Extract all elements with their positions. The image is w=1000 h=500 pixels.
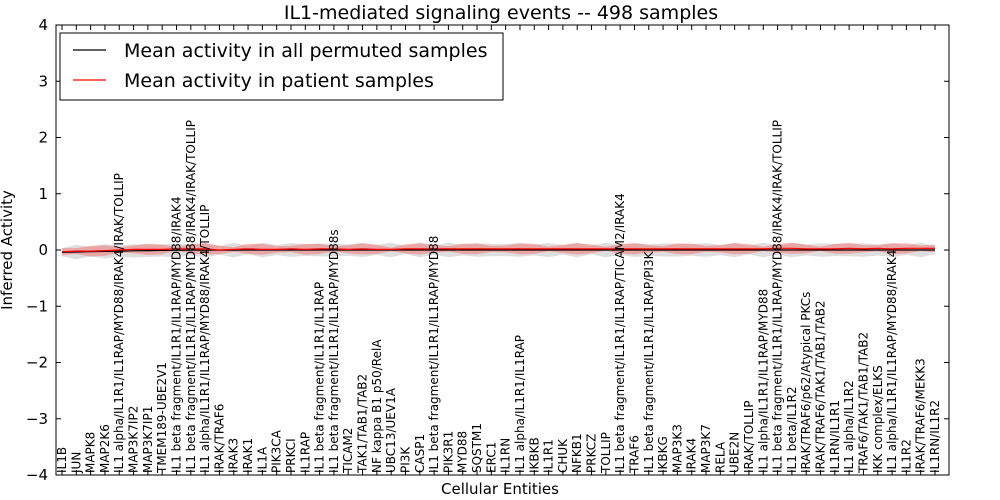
- x-tick-label: IL1 alpha/IL1R1/IL1RAP/MYD88: [756, 289, 770, 473]
- x-tick-label: IKK complex/ELKS: [871, 365, 885, 473]
- x-tick-label: IRAK3: [227, 438, 241, 473]
- x-tick-label: IL1B: [55, 447, 69, 473]
- x-tick-label: IL1RAP: [298, 432, 312, 473]
- y-tick-label: −3: [26, 410, 48, 428]
- y-tick-label: 3: [38, 72, 48, 90]
- y-axis-label: Inferred Activity: [0, 190, 16, 310]
- x-tick-label: IL1 beta fragment/IL1R1/IL1RAP/MYD88/IRA…: [184, 120, 198, 473]
- x-tick-label: CASP1: [413, 434, 427, 473]
- x-tick-label: IRAK/TRAF6/MEKK3: [914, 358, 928, 473]
- x-tick-label: IL1RN: [499, 438, 513, 473]
- x-tick-label: PIK3R1: [441, 431, 455, 473]
- x-tick-label: IL1 beta fragment/IL1R1/IL1RAP: [313, 282, 327, 473]
- x-tick-label: IRAK4: [685, 438, 699, 473]
- x-tick-label: TAK1/TAB1/TAB2: [356, 374, 370, 474]
- x-tick-label: MAP3K7IP1: [141, 406, 155, 473]
- x-tick-label: PRKCZ: [585, 434, 599, 473]
- x-tick-label: MAP3K3: [670, 424, 684, 473]
- x-tick-label: IL1 beta fragment/IL1R1/IL1RAP/MYD88/IRA…: [771, 120, 785, 473]
- x-tick-label: IL1 alpha/IL1R1/IL1RAP/MYD88/IRAK4/IRAK/…: [112, 173, 126, 473]
- permuted-band: [62, 242, 935, 260]
- x-tick-label: MAP3K7IP2: [127, 406, 141, 473]
- x-tick-label: TICAM2: [341, 428, 355, 474]
- x-tick-label: IL1A: [255, 446, 269, 473]
- x-tick-label: MAPK8: [84, 432, 98, 473]
- x-axis-label: Cellular Entities: [441, 480, 559, 498]
- x-tick-label: PI3K: [398, 446, 412, 473]
- x-tick-label: IL1RN/IL1R1: [828, 400, 842, 473]
- x-tick-label: IRAK/TRAF6: [212, 404, 226, 473]
- legend-box: [59, 32, 504, 101]
- series-group: [61, 247, 935, 253]
- x-tick-label: CHUK: [556, 438, 570, 473]
- x-tick-label: IL1RN/IL1R2: [928, 400, 942, 473]
- x-tick-label: PIK3CA: [270, 429, 284, 473]
- x-tick-label: SQSTM1: [470, 423, 484, 473]
- x-tick-label: IL1 beta fragment/IL1R1/IL1RAP/TICAM2/IR…: [613, 193, 627, 473]
- x-tick-label: RELA: [713, 441, 727, 473]
- y-tick-label: −2: [26, 354, 48, 372]
- x-tick-label: ERC1: [484, 442, 498, 473]
- x-tick-label: NFKB1: [570, 433, 584, 473]
- legend-label-permuted: Mean activity in all permuted samples: [124, 40, 487, 62]
- chart-title: IL1-mediated signaling events -- 498 sam…: [284, 2, 718, 24]
- x-tick-label: JUN: [69, 452, 83, 474]
- x-tick-label: NF kappa B1 p50/RelA: [370, 339, 384, 473]
- series-line-permuted: [61, 249, 935, 253]
- x-tick-label: IRAK/TRAF6/TAK1/TAB1/TAB2: [814, 300, 828, 473]
- x-tick-label: IL1 alpha/IL1R1/IL1RAP: [513, 335, 527, 473]
- x-tick-label: IL1 beta fragment/IL1R1/IL1RAP/MYD88/IRA…: [169, 196, 183, 473]
- y-tick-label: 0: [38, 241, 48, 259]
- legend: Mean activity in all permuted samples Me…: [59, 32, 504, 101]
- series-line-patient: [61, 247, 935, 253]
- y-tick-label: 1: [38, 185, 48, 203]
- x-tick-label: IL1 beta fragment/IL1R1/IL1RAP/PI3K: [642, 250, 656, 473]
- y-tick-label: 4: [38, 16, 48, 34]
- legend-label-patient: Mean activity in patient samples: [124, 70, 434, 92]
- x-tick-labels-group: IL1B JUN MAPK8 MAP2K6 IL1 alpha/IL1R1/IL1RAP…: [55, 120, 942, 474]
- x-tick-label: IRAK1: [241, 438, 255, 473]
- x-tick-label: TRAF6: [627, 435, 641, 474]
- ticks-group: −4 −3 −2 −1 0 1 2 3 4: [26, 16, 949, 484]
- x-tick-label: IKBKG: [656, 436, 670, 473]
- x-tick-label: IKBKB: [527, 437, 541, 473]
- x-tick-label: MAP2K6: [98, 424, 112, 473]
- x-tick-label: PRKCI: [284, 438, 298, 473]
- y-tick-label: −1: [26, 297, 48, 315]
- x-tick-label: IL1 alpha/IL1R1/IL1RAP/MYD88/IRAK4: [885, 250, 899, 473]
- x-tick-label: IL1R2: [899, 439, 913, 473]
- x-tick-label: TRAF6/TAK1/TAB1/TAB2: [856, 332, 870, 474]
- y-tick-label: −4: [26, 466, 48, 484]
- x-tick-label: TMEM189-UBE2V1: [155, 362, 169, 474]
- x-tick-label: IL1 beta fragment/IL1R1/IL1RAP/MYD88: [427, 236, 441, 473]
- y-tick-label: 2: [38, 129, 48, 147]
- x-tick-label: MAP3K7: [699, 424, 713, 473]
- x-tick-label: IRAK/TOLLIP: [742, 401, 756, 473]
- x-tick-label: TOLLIP: [599, 432, 613, 474]
- x-tick-label: IRAK/TRAF6/p62/Atypical PKCs: [799, 292, 813, 473]
- x-tick-label: IL1R1: [542, 439, 556, 473]
- x-tick-label: MYD88: [456, 431, 470, 473]
- x-tick-label: UBC13/UEV1A: [384, 387, 398, 473]
- x-tick-label: IL1 alpha/IL1R2: [842, 380, 856, 473]
- x-tick-label: IL1 beta fragment/IL1R1/IL1RAP/MYD88s: [327, 229, 341, 473]
- x-tick-label: UBE2N: [728, 432, 742, 473]
- x-tick-label: IL1 alpha/IL1R1/IL1RAP/MYD88/IRAK4/TOLLI…: [198, 205, 212, 473]
- x-tick-label: IL1 beta/IL1R2: [785, 386, 799, 473]
